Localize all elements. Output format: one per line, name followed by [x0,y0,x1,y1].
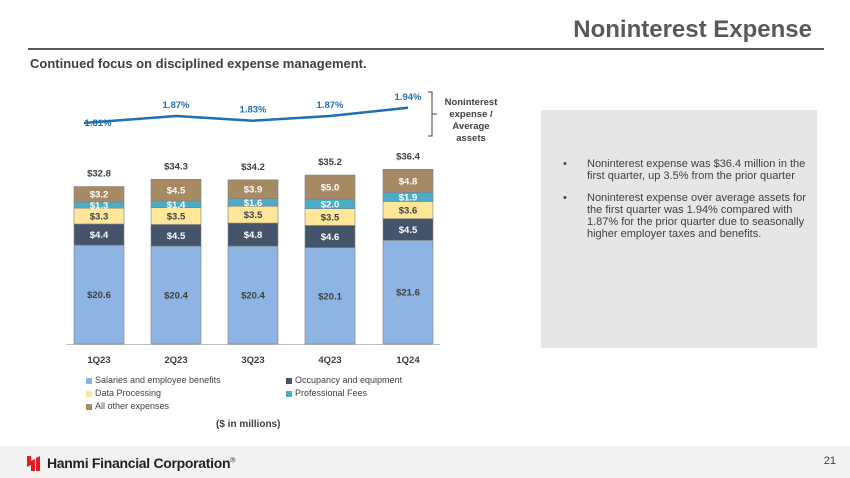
bar-total-label: $36.4 [396,151,420,162]
footer: Hanmi Financial Corporation® 21 [0,446,850,478]
ratio-data-label: 1.87% [163,100,190,111]
bar-segment-label: $4.8 [399,176,418,187]
bar-segment-label: $3.2 [90,190,109,201]
x-tick-label: 1Q23 [87,355,110,366]
bar-segment-label: $4.5 [399,225,418,236]
hanmi-logo-icon [27,456,40,471]
company-name-text: Hanmi Financial Corporation [47,455,231,471]
legend-item-data-processing: Data Processing [86,388,161,398]
ratio-data-label: 1.83% [240,105,267,116]
bar-segment-label: $4.8 [244,230,263,241]
commentary-panel: Noninterest expense was $36.4 million in… [541,110,817,348]
page-number: 21 [823,455,836,467]
bar-segment-label: $20.4 [164,291,188,302]
legend-label: Occupancy and equipment [295,375,403,385]
bar-segment-label: $3.9 [244,185,263,196]
ratio-line [83,106,409,125]
page-title: Noninterest Expense [573,16,812,43]
bar-segment-label: $1.4 [167,200,186,211]
bar-total-label: $34.3 [164,161,188,172]
bar-segment-label: $1.3 [90,201,109,212]
ratio-label-line: Noninterest [444,97,498,108]
commentary-bullet: Noninterest expense was $36.4 million in… [561,158,811,182]
commentary-bullet: Noninterest expense over average assets … [561,192,811,240]
ratio-series-label: Noninterest expense / Average assets [438,97,504,145]
x-tick-label: 2Q23 [164,355,187,366]
expense-chart: $20.6 $4.4 $3.3$1.3$3.2 $32.8 1Q23 $20.4 $4.5 $… [66,91,440,366]
bar-segment-label: $21.6 [396,288,420,299]
bar-segment-label: $4.5 [167,231,186,242]
units-note: ($ in millions) [216,419,281,430]
bar-segment [227,179,279,199]
bar-segment-label: $2.0 [321,199,340,210]
legend-swatch [286,390,292,397]
legend-swatch [86,403,92,410]
bar-segment-label: $4.5 [167,186,186,197]
bar-segment-label: $3.3 [90,212,109,223]
trademark-mark: ® [230,457,236,465]
bar-segment-label: $3.5 [167,212,186,223]
ratio-data-label: 1.87% [317,100,344,111]
legend-item-salaries: Salaries and employee benefits [86,375,221,385]
x-tick-label: 3Q23 [241,355,264,366]
x-tick-label: 1Q24 [396,355,420,366]
legend-item-professional-fees: Professional Fees [286,388,367,398]
bar-segment-label: $3.5 [244,210,263,221]
bar-segment-label: $20.4 [241,291,265,302]
legend-swatch [286,377,292,384]
title-divider [28,48,824,50]
ratio-data-label: 1.81% [85,118,112,129]
bar-segment [227,245,279,345]
page-subtitle: Continued focus on disciplined expense m… [30,56,367,71]
bar-segment [382,168,434,193]
commentary-list: Noninterest expense was $36.4 million in… [561,158,811,250]
legend-swatch [86,377,92,384]
ratio-bracket [428,91,437,137]
bar-segment-label: $4.6 [321,232,340,243]
bar-segment-label: $1.9 [399,192,418,203]
bar-segment-label: $4.4 [90,230,109,241]
legend-label: Professional Fees [295,388,368,398]
legend-label: All other expenses [95,401,170,411]
bar-segment-label: $20.6 [87,290,111,301]
bar-segment [382,240,434,345]
bar-total-label: $35.2 [318,157,342,168]
bar-segment [150,179,202,202]
bar-total-label: $32.8 [87,169,111,180]
x-tick-label: 4Q23 [318,355,341,366]
bar-segment [150,245,202,345]
bar-segment-label: $20.1 [318,291,342,302]
ratio-data-label: 1.94% [395,92,422,103]
bar-segment-label: $1.6 [244,198,263,209]
bar-segment-label: $3.6 [399,206,418,217]
legend-swatch [86,390,92,397]
legend-item-all-other: All other expenses [86,401,169,411]
legend-label: Data Processing [95,388,162,398]
bar-total-label: $34.2 [241,162,265,173]
company-name: Hanmi Financial Corporation® [47,455,235,471]
bar-segment [73,244,125,345]
bar-segment [304,247,356,345]
bar-segment [304,174,356,200]
legend-label: Salaries and employee benefits [95,375,221,385]
legend-item-occupancy: Occupancy and equipment [286,375,402,385]
bar-segment [73,186,125,203]
ratio-label-line: assets [456,133,486,144]
ratio-label-line: expense / Average [449,109,493,132]
bar-segment-label: $3.5 [321,213,340,224]
bar-segment-label: $5.0 [321,183,340,194]
